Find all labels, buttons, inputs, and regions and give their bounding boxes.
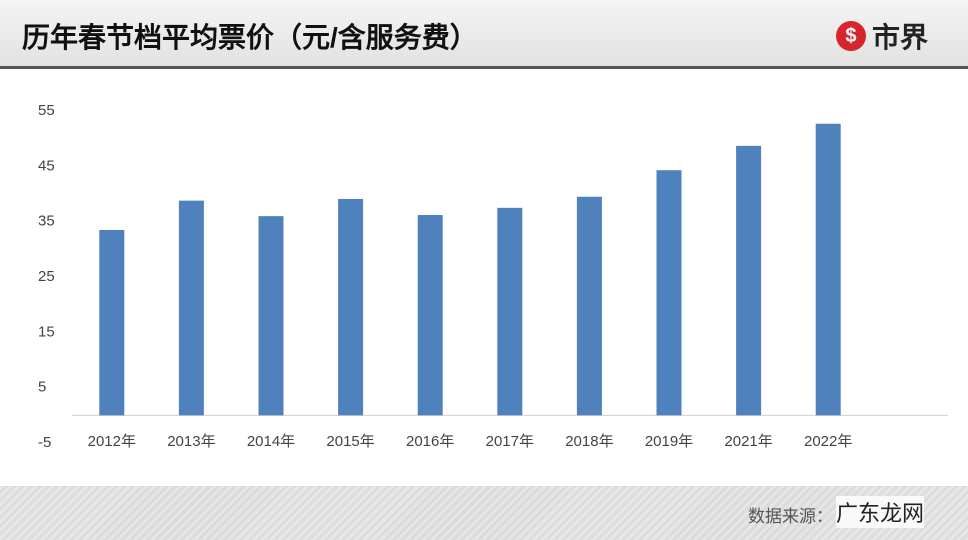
x-tick-label: 2013年 <box>167 433 215 450</box>
y-tick-label: 15 <box>38 323 55 340</box>
y-tick-label: -5 <box>38 434 51 451</box>
bar <box>815 123 841 416</box>
bar <box>258 216 284 416</box>
bar <box>417 215 443 416</box>
x-tick-label: 2012年 <box>88 433 136 450</box>
bar <box>656 170 682 416</box>
bar <box>338 198 364 416</box>
x-tick-label: 2022年 <box>804 433 852 450</box>
title: 历年春节档平均票价（元/含服务费） <box>22 22 478 53</box>
x-tick-label: 2017年 <box>486 433 534 450</box>
bar <box>99 229 125 416</box>
logo: $ 市界 <box>835 16 928 56</box>
x-tick-label: 2019年 <box>645 433 693 450</box>
x-tick-label: 2016年 <box>406 433 454 450</box>
y-tick-label: 35 <box>38 213 55 230</box>
footer: 数据来源： 广东龙网 <box>0 486 968 540</box>
y-tick-label: 25 <box>38 268 55 285</box>
bar <box>736 145 762 416</box>
bar <box>178 200 204 416</box>
y-tick-label: 5 <box>38 379 46 396</box>
x-tick-label: 2014年 <box>247 433 295 450</box>
x-tick-label: 2021年 <box>724 433 772 450</box>
x-tick-label: 2015年 <box>326 433 374 450</box>
bar <box>576 196 602 416</box>
bar <box>497 207 523 416</box>
y-tick-label: 45 <box>38 157 55 174</box>
watermark: 广东龙网 <box>836 496 925 528</box>
x-tick-label: 2018年 <box>565 433 613 450</box>
y-tick-label: 55 <box>38 102 55 119</box>
header: 历年春节档平均票价（元/含服务费） $ 市界 <box>0 0 968 69</box>
source: 数据来源： <box>748 507 833 526</box>
logo-text: 市界 <box>871 22 928 53</box>
